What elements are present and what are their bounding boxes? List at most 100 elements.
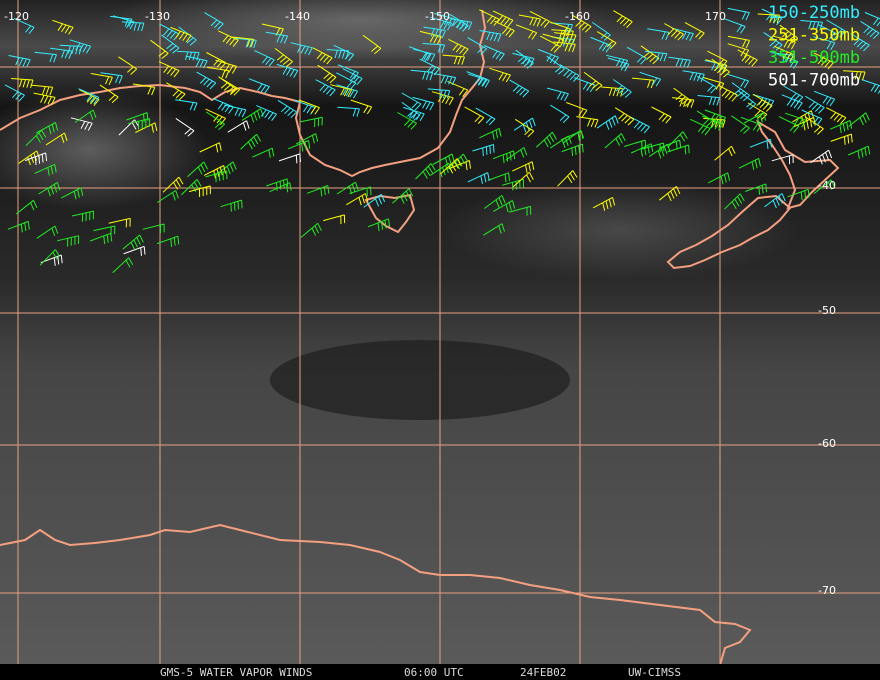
wind-barb: [166, 82, 186, 101]
wind-barb: [78, 88, 100, 105]
wind-barb: [36, 225, 59, 239]
wind-barb: [514, 118, 535, 138]
wind-barb: [778, 116, 800, 133]
wind-barb: [61, 187, 84, 200]
wind-barb: [434, 12, 457, 27]
wind-barb: [702, 76, 725, 91]
longitude-label: 170: [705, 10, 726, 23]
wind-barb: [362, 34, 382, 55]
wind-barb: [205, 108, 226, 126]
wind-barb: [557, 170, 578, 187]
wind-barb: [205, 111, 225, 131]
wind-barb: [596, 115, 619, 130]
wind-barb: [494, 20, 515, 38]
wind-barb: [448, 38, 469, 56]
wind-barb: [432, 153, 455, 166]
wind-barb: [122, 234, 144, 250]
wind-barb: [724, 193, 745, 210]
wind-barb: [300, 222, 322, 238]
wind-barb: [847, 145, 871, 159]
wind-barb: [740, 116, 762, 132]
wind-barb: [449, 13, 469, 32]
wind-barb: [45, 132, 68, 146]
wind-barb: [100, 72, 123, 84]
wind-barb: [278, 153, 301, 164]
wind-barb: [326, 49, 350, 59]
wind-barb: [492, 10, 514, 28]
wind-barb: [487, 172, 510, 183]
wind-barb: [276, 63, 299, 78]
wind-barb: [626, 46, 647, 65]
wind-barb: [410, 69, 434, 81]
wind-barb: [423, 26, 446, 39]
wind-barb: [59, 44, 83, 55]
wind-barb: [606, 54, 629, 68]
wind-barb: [231, 36, 255, 48]
coastlines: [0, 9, 840, 666]
new-zealand-south: [666, 194, 792, 270]
wind-barb: [714, 145, 736, 161]
wind-barb: [539, 35, 561, 53]
wind-barb: [300, 116, 323, 128]
graticule: [0, 0, 880, 664]
wind-barb: [604, 133, 626, 149]
wind-barb: [156, 235, 180, 247]
wind-barb: [170, 26, 192, 43]
cloud-band: [0, 90, 210, 210]
footer-bar: [0, 664, 880, 680]
wind-barb: [336, 84, 359, 99]
footer-text: 06:00 UTC: [404, 666, 464, 679]
footer-text: UW-CIMSS: [628, 666, 681, 679]
wind-barb: [52, 19, 74, 35]
wind-barb: [336, 72, 357, 90]
wind-barb: [774, 45, 795, 62]
wind-barb: [464, 106, 485, 124]
wind-barb: [537, 48, 559, 65]
wind-barb: [684, 22, 705, 40]
legend-entry: 501-700mb: [768, 71, 860, 91]
wind-barb: [467, 37, 487, 56]
wind-barb: [397, 112, 417, 130]
wind-barb: [333, 44, 355, 62]
wind-barb: [185, 55, 208, 69]
coordinate-labels: -120 -130 -140 -150 -160 170 -40 -50 -60 -70: [4, 10, 836, 597]
wind-barb: [479, 127, 502, 140]
wind-barb: [787, 188, 810, 201]
wind-barb: [727, 73, 750, 89]
wind-barb: [800, 20, 823, 31]
wind-barb: [24, 152, 48, 166]
wind-barb: [150, 39, 169, 59]
wind-barb: [773, 35, 796, 50]
longitude-label: -150: [425, 10, 450, 23]
wind-barb: [529, 10, 550, 28]
wind-barb: [108, 217, 131, 228]
wind-barb: [57, 235, 80, 247]
wind-barb: [757, 13, 781, 24]
wind-barb: [69, 39, 92, 54]
wind-barb: [15, 199, 38, 215]
wind-barb: [731, 115, 750, 134]
wind-barb: [447, 153, 469, 170]
wind-barb: [142, 223, 165, 234]
wind-barb: [330, 84, 353, 98]
wind-barb: [639, 71, 662, 87]
wind-barb: [121, 21, 145, 32]
wind-barb: [224, 104, 247, 118]
wind-barb: [624, 139, 647, 150]
wind-barb: [234, 37, 257, 49]
wind-barb: [162, 176, 184, 193]
wind-barb: [277, 99, 298, 119]
wind-barb: [731, 82, 751, 102]
wind-barb: [515, 49, 534, 69]
wind-barb: [658, 186, 681, 202]
wind-barb: [312, 47, 333, 65]
wind-barb: [561, 130, 584, 141]
wind-barb: [493, 200, 516, 213]
wind-barb: [785, 112, 807, 128]
wind-barb: [346, 193, 369, 206]
wind-barb: [468, 73, 490, 88]
wind-barb: [74, 109, 97, 123]
wind-barb: [266, 178, 289, 191]
wind-barb: [419, 58, 440, 76]
